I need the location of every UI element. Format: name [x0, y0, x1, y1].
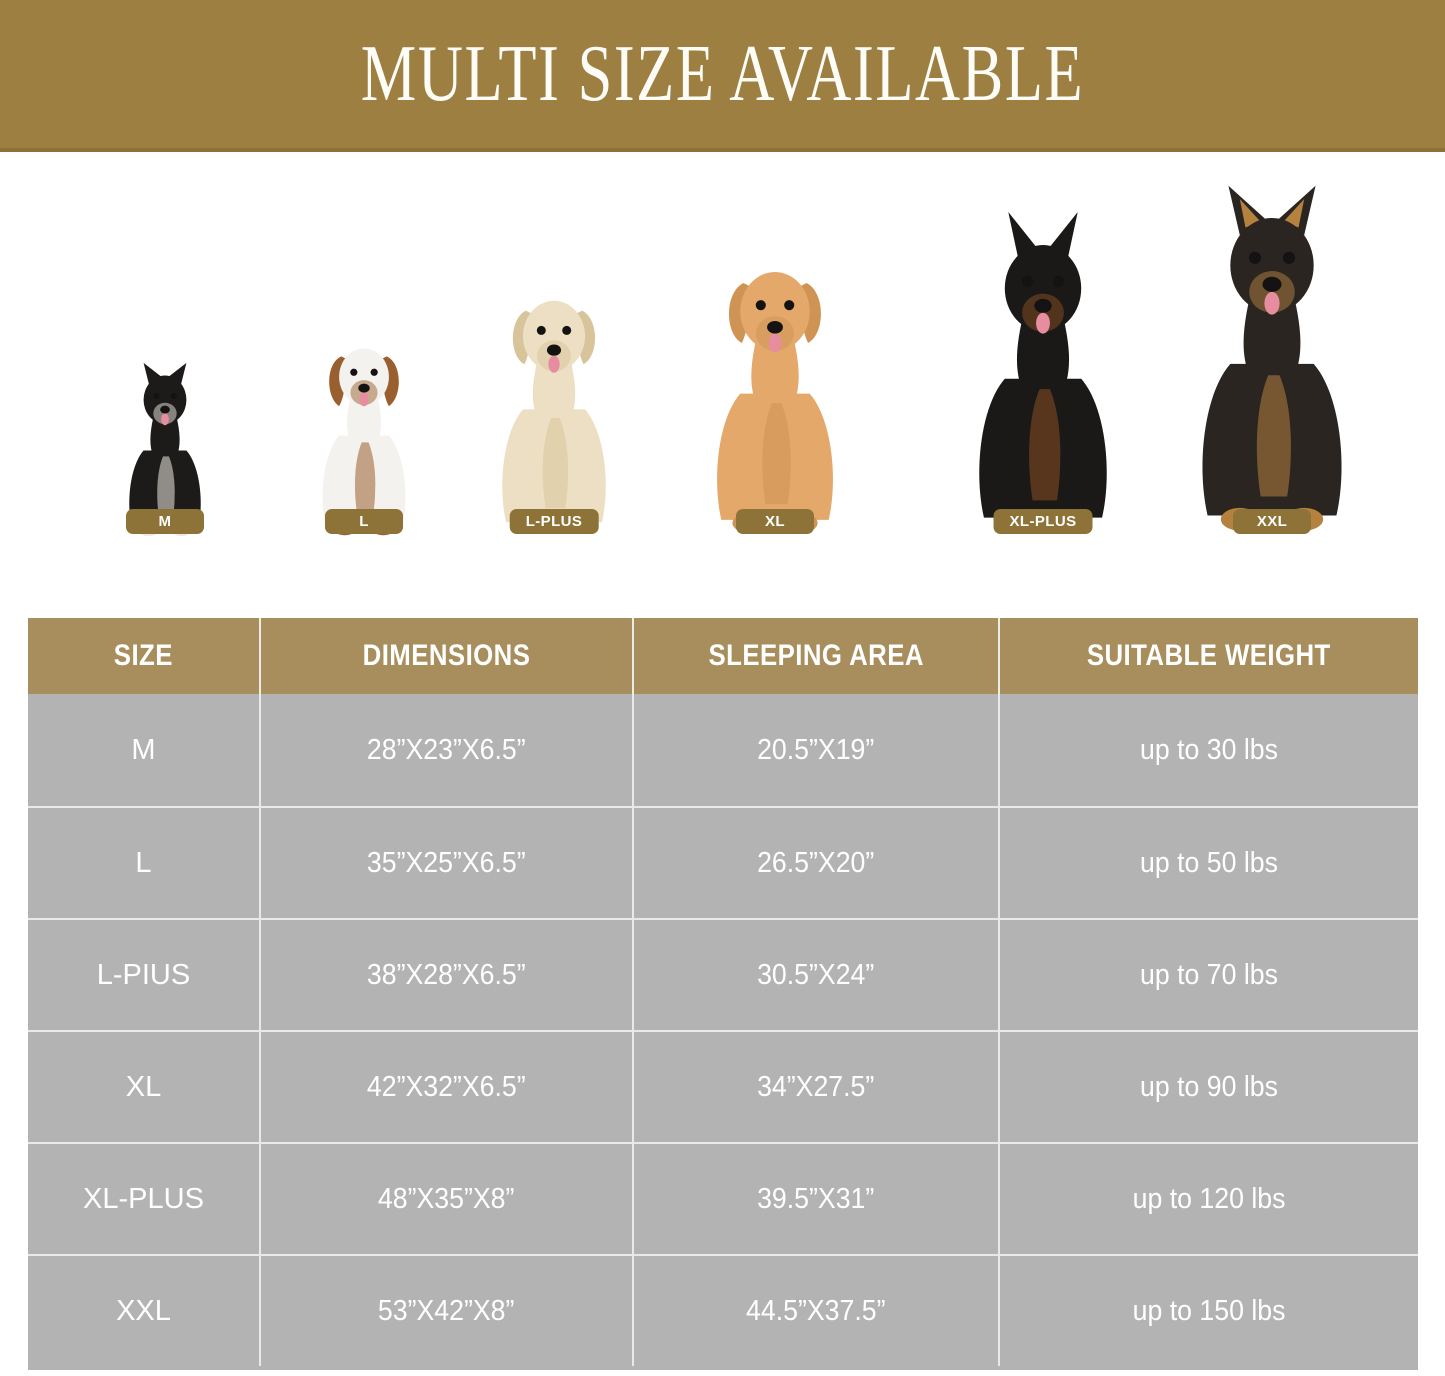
cell-dimensions: 53”X42”X8”	[261, 1256, 634, 1366]
cell-text: 28”X23”X6.5”	[367, 733, 526, 766]
cell-sleeping-area: 20.5”X19”	[634, 694, 1000, 806]
cell-text: 34”X27.5”	[757, 1070, 875, 1103]
cell-text: up to 70 lbs	[1140, 958, 1278, 991]
cell-text: 44.5”X37.5”	[746, 1294, 886, 1327]
cell-text: 38”X28”X6.5”	[367, 958, 526, 991]
table-row: XL-PLUS 48”X35”X8” 39.5”X31” up to 120 lbs	[28, 1142, 1418, 1254]
dog-slot-l: L	[300, 327, 428, 542]
cell-text: up to 30 lbs	[1140, 733, 1278, 766]
cell-suitable-weight: up to 90 lbs	[1000, 1032, 1418, 1142]
size-pill-label: M	[126, 509, 204, 534]
size-chart-table: SIZE DIMENSIONS SLEEPING AREA SUITABLE W…	[28, 618, 1418, 1370]
cell-dimensions: 38”X28”X6.5”	[261, 920, 634, 1030]
cell-dimensions: 48”X35”X8”	[261, 1144, 634, 1254]
cell-text: 26.5”X20”	[757, 846, 875, 879]
cell-text: 35”X25”X6.5”	[367, 846, 526, 879]
dog-slot-xxl: XXL	[1173, 182, 1371, 542]
cell-text: up to 50 lbs	[1140, 846, 1278, 879]
table-row: XL 42”X32”X6.5” 34”X27.5” up to 90 lbs	[28, 1030, 1418, 1142]
column-header-sleeping-area: SLEEPING AREA	[634, 618, 1000, 694]
table-row: XXL 53”X42”X8” 44.5”X37.5” up to 150 lbs	[28, 1254, 1418, 1366]
cell-dimensions: 35”X25”X6.5”	[261, 808, 634, 918]
cell-text: 48”X35”X8”	[378, 1182, 515, 1215]
dog-slot-xl-plus: XL-PLUS	[953, 212, 1133, 542]
cell-size: L	[28, 808, 261, 918]
size-pill-label: L-PLUS	[509, 509, 599, 534]
cell-text: L-PIUS	[96, 958, 191, 991]
table-row: L-PIUS 38”X28”X6.5” 30.5”X24” up to 70 lbs	[28, 918, 1418, 1030]
page-title: MULTI SIZE AVAILABLE	[360, 30, 1085, 118]
cell-suitable-weight: up to 120 lbs	[1000, 1144, 1418, 1254]
dog-slot-xl: XL	[684, 242, 866, 542]
cell-sleeping-area: 44.5”X37.5”	[634, 1256, 1000, 1366]
size-pill-label: XL	[736, 509, 814, 534]
cell-text: L	[135, 846, 152, 879]
cell-dimensions: 28”X23”X6.5”	[261, 694, 634, 806]
cell-text: 53”X42”X8”	[378, 1294, 515, 1327]
cell-size: XL	[28, 1032, 261, 1142]
cell-text: XL	[125, 1070, 162, 1103]
cell-text: up to 150 lbs	[1132, 1294, 1286, 1327]
size-pill-label: XL-PLUS	[993, 509, 1093, 534]
table-row: M 28”X23”X6.5” 20.5”X19” up to 30 lbs	[28, 694, 1418, 806]
header-banner: MULTI SIZE AVAILABLE	[0, 0, 1445, 152]
cell-sleeping-area: 30.5”X24”	[634, 920, 1000, 1030]
cell-sleeping-area: 26.5”X20”	[634, 808, 1000, 918]
cell-text: M	[131, 733, 156, 766]
cell-text: 39.5”X31”	[757, 1182, 875, 1215]
cell-suitable-weight: up to 150 lbs	[1000, 1256, 1418, 1366]
table-header-row: SIZE DIMENSIONS SLEEPING AREA SUITABLE W…	[28, 618, 1418, 694]
size-pill-label: L	[325, 509, 403, 534]
cell-text: up to 120 lbs	[1132, 1182, 1286, 1215]
cell-text: 30.5”X24”	[757, 958, 875, 991]
dog-slot-m: M	[111, 357, 219, 542]
cell-size: L-PIUS	[28, 920, 261, 1030]
cell-text: up to 90 lbs	[1140, 1070, 1278, 1103]
column-header-size: SIZE	[28, 618, 261, 694]
cell-size: XL-PLUS	[28, 1144, 261, 1254]
column-header-dimensions: DIMENSIONS	[261, 618, 634, 694]
golden-retriever-icon	[684, 242, 866, 542]
dog-size-comparison-strip: M L L-PLUS XL XL-PLUS XXL	[0, 152, 1445, 600]
doberman-icon	[953, 212, 1133, 542]
cell-size: XXL	[28, 1256, 261, 1366]
cell-size: M	[28, 694, 261, 806]
golden-retriever-icon	[478, 274, 630, 542]
cell-text: XL-PLUS	[83, 1182, 204, 1215]
cell-dimensions: 42”X32”X6.5”	[261, 1032, 634, 1142]
cell-suitable-weight: up to 30 lbs	[1000, 694, 1418, 806]
cell-text: XXL	[116, 1294, 171, 1327]
cell-sleeping-area: 39.5”X31”	[634, 1144, 1000, 1254]
dog-slot-l-plus: L-PLUS	[478, 274, 630, 542]
cell-sleeping-area: 34”X27.5”	[634, 1032, 1000, 1142]
cell-suitable-weight: up to 50 lbs	[1000, 808, 1418, 918]
table-row: L 35”X25”X6.5” 26.5”X20” up to 50 lbs	[28, 806, 1418, 918]
beagle-icon	[300, 327, 428, 542]
size-pill-label: XXL	[1233, 509, 1311, 534]
column-header-suitable-weight: SUITABLE WEIGHT	[1087, 639, 1331, 672]
cell-text: 42”X32”X6.5”	[367, 1070, 526, 1103]
cell-text: 20.5”X19”	[757, 733, 875, 766]
table-body: M 28”X23”X6.5” 20.5”X19” up to 30 lbs L 35”X2…	[28, 694, 1418, 1366]
cell-suitable-weight: up to 70 lbs	[1000, 920, 1418, 1030]
german-shepherd-icon	[1173, 182, 1371, 542]
